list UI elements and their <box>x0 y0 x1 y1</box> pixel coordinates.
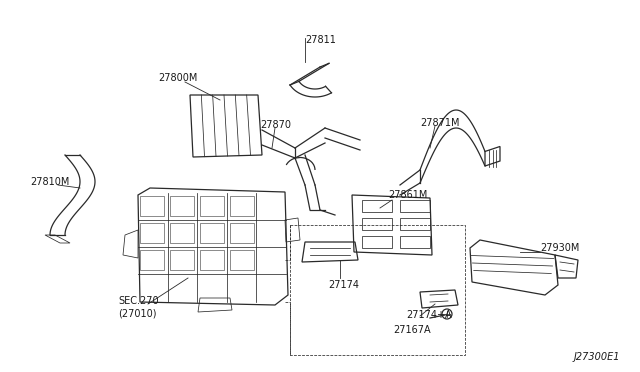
Bar <box>362 218 392 230</box>
Bar <box>170 196 194 216</box>
Text: 27167A: 27167A <box>393 325 431 335</box>
Text: SEC.270: SEC.270 <box>118 296 159 306</box>
Bar <box>230 196 254 216</box>
Text: 27810M: 27810M <box>30 177 69 187</box>
Bar <box>362 200 392 212</box>
Bar <box>400 218 430 230</box>
Bar <box>290 225 465 355</box>
Text: 27871M: 27871M <box>420 118 460 128</box>
Text: 27174: 27174 <box>328 280 359 290</box>
Text: 27861M: 27861M <box>388 190 428 200</box>
Text: 27174+A: 27174+A <box>406 310 452 320</box>
Bar <box>200 250 224 270</box>
Text: 27800M: 27800M <box>158 73 197 83</box>
Bar <box>200 223 224 243</box>
Bar <box>362 236 392 248</box>
Bar <box>140 196 164 216</box>
Bar <box>230 250 254 270</box>
Text: 27870: 27870 <box>260 120 291 130</box>
Bar <box>170 223 194 243</box>
Bar <box>200 196 224 216</box>
Text: 27930M: 27930M <box>540 243 579 253</box>
Bar <box>400 200 430 212</box>
Text: 27811: 27811 <box>305 35 336 45</box>
Bar <box>400 236 430 248</box>
Text: J27300E1: J27300E1 <box>573 352 620 362</box>
Bar <box>170 250 194 270</box>
Bar <box>140 250 164 270</box>
Bar <box>140 223 164 243</box>
Text: (27010): (27010) <box>118 309 157 319</box>
Bar <box>230 223 254 243</box>
